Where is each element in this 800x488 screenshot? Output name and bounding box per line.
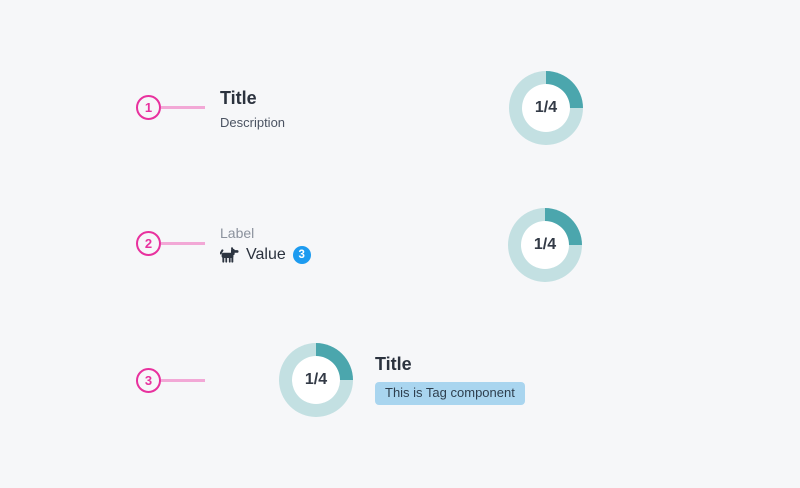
label-value-block: Label Value 3 [220,225,311,264]
component-title: Title [220,88,257,108]
progress-ring-label: 1/4 [534,99,558,116]
title-tag-block: Title This is Tag component [375,353,525,405]
annotation-marker-1: 1 [136,95,161,120]
annotation-connector-line [161,242,205,245]
tag-chip-label: This is Tag component [385,385,515,400]
field-value-row: Value 3 [220,246,311,264]
annotation-marker-3: 3 [136,368,161,393]
progress-ring-hole: 1/4 [521,221,569,269]
annotation-marker-2: 2 [136,231,161,256]
progress-ring-hole: 1/4 [522,84,570,132]
tag-chip: This is Tag component [375,382,525,405]
title-description-block: Title Description [220,87,285,131]
annotation-number: 3 [144,373,153,388]
progress-ring-label: 1/4 [304,371,328,388]
field-label: Label [220,225,255,241]
component-description: Description [220,115,286,130]
annotation-number: 2 [144,236,153,251]
field-value: Value [246,246,286,263]
component-title: Title [375,354,412,374]
progress-ring-label: 1/4 [533,236,557,253]
annotation-connector-line [161,379,205,382]
dog-icon [220,247,239,263]
annotation-connector-line [161,106,205,109]
annotation-number: 1 [144,100,153,115]
progress-ring-hole: 1/4 [292,356,340,404]
count-badge: 3 [292,246,311,264]
progress-ring: 1/4 [279,343,353,417]
progress-ring: 1/4 [509,71,583,145]
progress-ring: 1/4 [508,208,582,282]
count-badge-number: 3 [298,249,305,261]
